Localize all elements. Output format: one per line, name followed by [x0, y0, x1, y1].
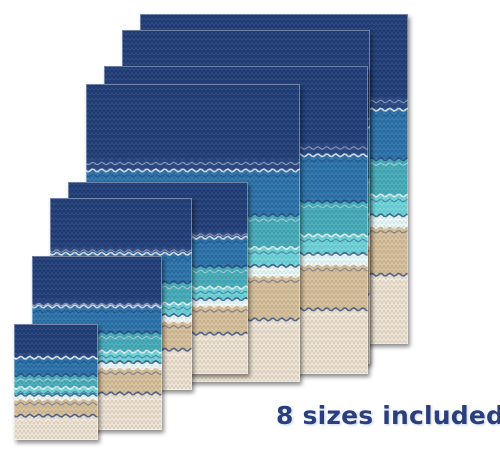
- swatch-size-1: [14, 324, 98, 440]
- swatch-edge: [14, 324, 98, 440]
- knit-texture: [14, 324, 98, 440]
- sizes-caption: 8 sizes included: [276, 401, 500, 430]
